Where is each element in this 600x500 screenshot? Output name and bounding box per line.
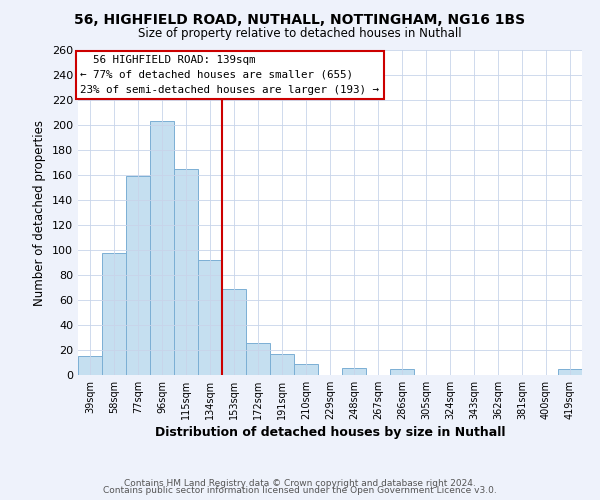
Bar (246, 342, 270, 375)
Bar (78, 356, 102, 375)
Bar (558, 369, 582, 375)
Text: 56 HIGHFIELD ROAD: 139sqm
← 77% of detached houses are smaller (655)
23% of semi: 56 HIGHFIELD ROAD: 139sqm ← 77% of detac… (80, 55, 379, 94)
Bar (198, 260, 222, 375)
Bar (390, 369, 414, 375)
Bar (342, 368, 366, 375)
X-axis label: Distribution of detached houses by size in Nuthall: Distribution of detached houses by size … (155, 426, 505, 439)
Bar (294, 364, 318, 375)
Bar (102, 252, 126, 375)
Bar (222, 289, 246, 375)
Bar (174, 169, 198, 375)
Text: Contains public sector information licensed under the Open Government Licence v3: Contains public sector information licen… (103, 486, 497, 495)
Text: Contains HM Land Registry data © Crown copyright and database right 2024.: Contains HM Land Registry data © Crown c… (124, 478, 476, 488)
Text: Size of property relative to detached houses in Nuthall: Size of property relative to detached ho… (138, 28, 462, 40)
Bar (270, 354, 294, 375)
Bar (150, 121, 174, 375)
Bar (126, 176, 150, 375)
Y-axis label: Number of detached properties: Number of detached properties (34, 120, 46, 306)
Text: 56, HIGHFIELD ROAD, NUTHALL, NOTTINGHAM, NG16 1BS: 56, HIGHFIELD ROAD, NUTHALL, NOTTINGHAM,… (74, 12, 526, 26)
